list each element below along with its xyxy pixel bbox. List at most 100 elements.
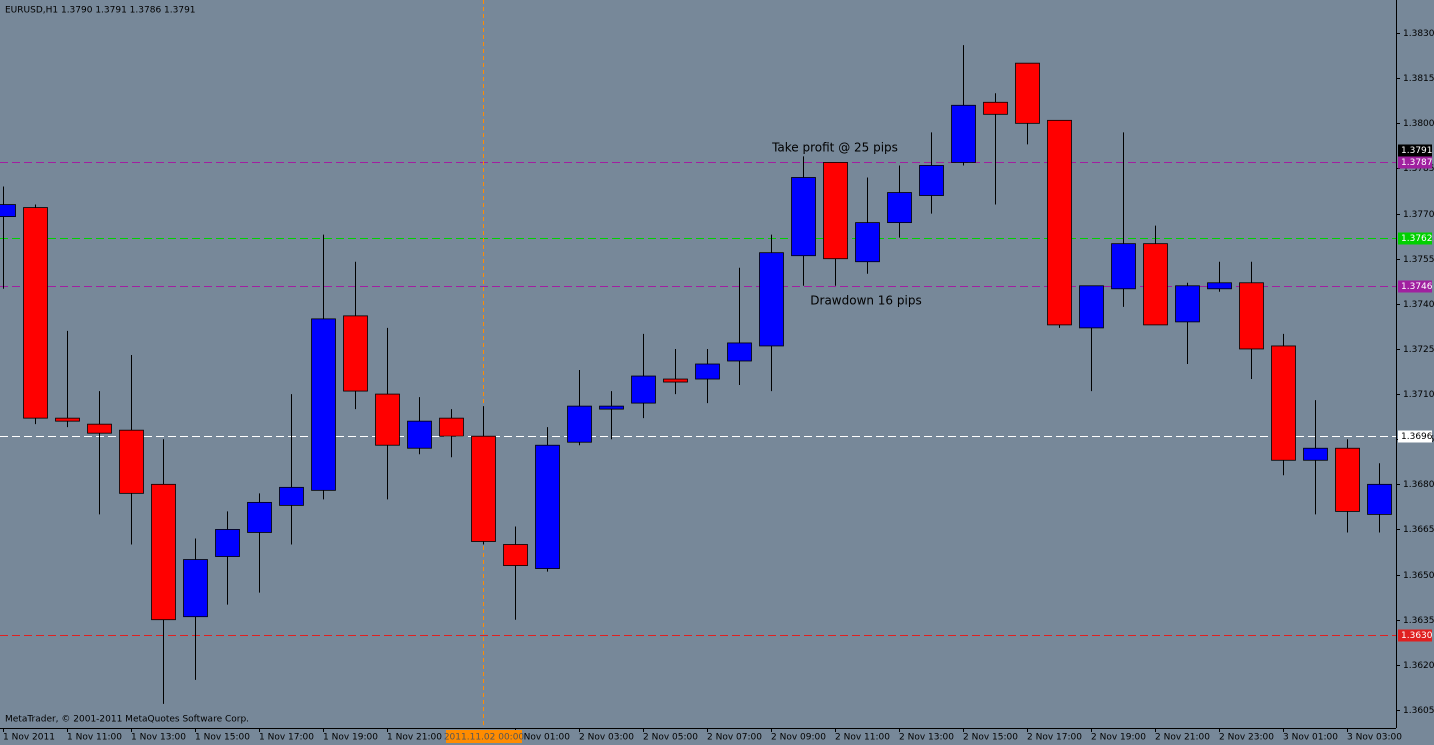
- chart-title: EURUSD,H1 1.3790 1.3791 1.3786 1.3791: [5, 6, 196, 16]
- candle-body: [599, 405, 624, 410]
- x-tick-label: 1 Nov 2011: [3, 733, 55, 743]
- x-tick-label: 2 Nov 07:00: [707, 733, 762, 743]
- candle-body: [919, 165, 944, 196]
- level-label: 1.3630: [1401, 631, 1433, 641]
- y-tick-label: 1.3665: [1403, 525, 1434, 535]
- x-tick-label: 2 Nov 19:00: [1091, 733, 1146, 743]
- y-tick-label: 1.3650: [1403, 571, 1434, 581]
- x-tick-label: 2 Nov 01:00: [515, 733, 570, 743]
- candle-body: [727, 342, 752, 362]
- y-tick-label: 1.3710: [1403, 390, 1434, 400]
- x-tick-label: 1 Nov 11:00: [67, 733, 122, 743]
- y-tick-label: 1.3815: [1403, 74, 1434, 84]
- candle-body: [631, 375, 656, 404]
- level-tag: [1398, 232, 1432, 245]
- candle-body: [983, 101, 1008, 115]
- candle-body: [183, 559, 208, 618]
- candle-body: [1079, 285, 1104, 329]
- y-tick-label: 1.3770: [1403, 210, 1434, 220]
- candle-body: [1239, 282, 1264, 350]
- candle-body: [1303, 447, 1328, 461]
- x-tick-label: 1 Nov 15:00: [195, 733, 250, 743]
- candle-body: [0, 204, 16, 217]
- crosshair-label: 2011.11.02 00:00: [444, 733, 525, 743]
- level-label: 1.3762: [1401, 234, 1433, 244]
- candle-body: [503, 544, 528, 566]
- candle-body: [823, 162, 848, 260]
- candle-body: [1175, 285, 1200, 323]
- y-tick-label: 1.3755: [1403, 255, 1434, 265]
- level-tag: [1398, 629, 1432, 642]
- x-tick-label: 3 Nov 03:00: [1347, 733, 1402, 743]
- y-tick-label: 1.3635: [1403, 616, 1434, 626]
- candle-body: [1367, 483, 1392, 515]
- level-tag: [1398, 280, 1432, 293]
- x-tick-label: 2 Nov 05:00: [643, 733, 698, 743]
- crosshair-tag: [446, 730, 522, 743]
- candle-body: [695, 363, 720, 380]
- candle-body: [759, 252, 784, 347]
- y-tick-label: 1.3830: [1403, 29, 1434, 39]
- candle-body: [1047, 119, 1072, 326]
- x-tick-label: 2 Nov 03:00: [579, 733, 634, 743]
- candle-body: [343, 315, 368, 392]
- copyright: MetaTrader, © 2001-2011 MetaQuotes Softw…: [5, 715, 249, 725]
- candle-body: [279, 486, 304, 506]
- candle-body: [791, 177, 816, 257]
- level-label: 1.3696: [1401, 432, 1433, 442]
- candle-body: [407, 420, 432, 449]
- candle-body: [311, 318, 336, 491]
- candle-body: [1143, 243, 1168, 326]
- level-label: 1.3787: [1401, 158, 1433, 168]
- candle-body: [247, 501, 272, 533]
- current-price-label: 1.3791: [1401, 146, 1433, 156]
- y-tick-label: 1.3620: [1403, 661, 1434, 671]
- x-tick-label: 1 Nov 19:00: [323, 733, 378, 743]
- candle-body: [1335, 447, 1360, 512]
- x-tick-label: 2 Nov 13:00: [899, 733, 954, 743]
- candle-body: [1111, 243, 1136, 290]
- x-tick-label: 2 Nov 15:00: [963, 733, 1018, 743]
- x-tick-label: 2 Nov 17:00: [1027, 733, 1082, 743]
- candle-body: [855, 222, 880, 263]
- candle-body: [951, 104, 976, 163]
- x-tick-label: 2 Nov 23:00: [1219, 733, 1274, 743]
- y-tick-label: 1.3725: [1403, 345, 1434, 355]
- candle-body: [567, 405, 592, 443]
- candle-body: [535, 444, 560, 569]
- candle-body: [471, 435, 496, 542]
- candle-body: [55, 417, 80, 422]
- candle-body: [215, 529, 240, 557]
- y-tick-label: 1.3740: [1403, 300, 1434, 310]
- level-tag: [1398, 156, 1432, 169]
- candle-body: [119, 429, 144, 494]
- candle-body: [1207, 282, 1232, 290]
- y-tick-label: 1.3605: [1403, 706, 1434, 716]
- candle-body: [1271, 345, 1296, 461]
- candle-body: [1015, 62, 1040, 124]
- x-tick-label: 2 Nov 09:00: [771, 733, 826, 743]
- y-tick-label: 1.3800: [1403, 119, 1434, 129]
- current-price-tag: [1398, 144, 1432, 157]
- candle-body: [87, 423, 112, 434]
- x-tick-label: 3 Nov 01:00: [1283, 733, 1338, 743]
- level-tag: [1398, 430, 1432, 443]
- candle-body: [887, 192, 912, 224]
- candle-body: [375, 393, 400, 446]
- annotation: Drawdown 16 pips: [810, 294, 921, 308]
- x-tick-label: 2 Nov 21:00: [1155, 733, 1210, 743]
- x-tick-label: 2 Nov 11:00: [835, 733, 890, 743]
- x-tick-label: 1 Nov 21:00: [387, 733, 442, 743]
- y-tick-label: 1.3680: [1403, 480, 1434, 490]
- y-tick-label: 1.3785: [1403, 164, 1434, 174]
- level-label: 1.3746: [1401, 282, 1433, 292]
- candle-body: [663, 378, 688, 383]
- candle-body: [439, 417, 464, 437]
- x-tick-label: 1 Nov 17:00: [259, 733, 314, 743]
- candle-body: [151, 483, 176, 621]
- annotation: Take profit @ 25 pips: [771, 141, 898, 155]
- plot-area: [0, 0, 1396, 728]
- candle-body: [23, 207, 48, 419]
